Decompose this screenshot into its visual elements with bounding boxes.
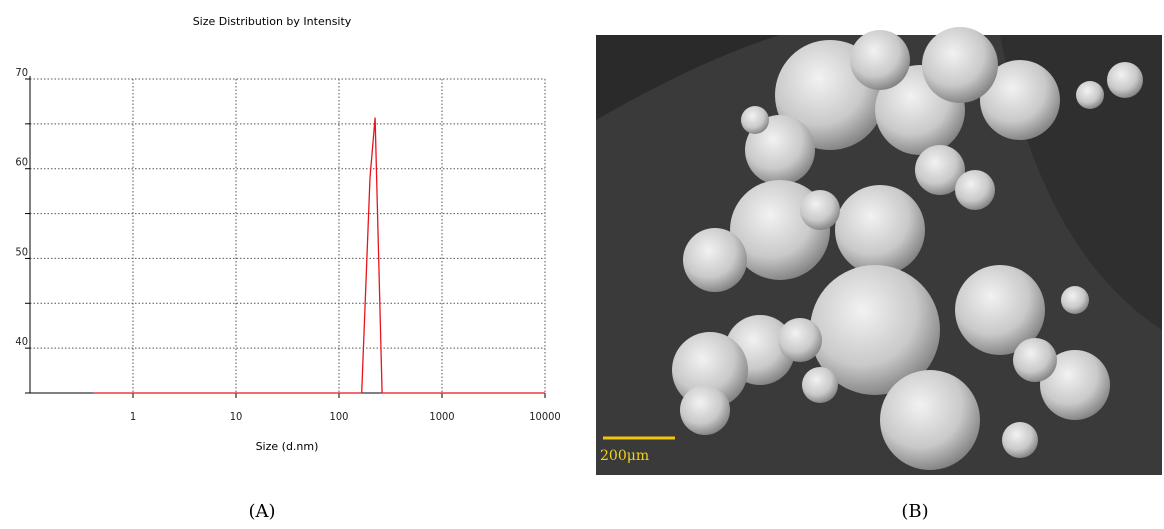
- data-line: [93, 118, 545, 393]
- y-tick-label: 70: [15, 66, 28, 79]
- x-tick-label: 10000: [529, 410, 560, 423]
- figure: Size Distribution by Intensity Size (d.n…: [0, 0, 1164, 525]
- x-tick-label: 10: [230, 410, 243, 423]
- panel-label: (B): [901, 501, 928, 522]
- y-tick-label: 60: [15, 156, 28, 169]
- y-tick-label: 50: [15, 245, 28, 258]
- sem-image: 200μm: [596, 27, 1162, 475]
- y-tick-label: 40: [15, 335, 28, 348]
- page: {"chart_data": {"type": "line", "title":…: [0, 0, 1164, 525]
- panel-label: (A): [248, 501, 275, 522]
- scale-bar-label: 200μm: [600, 448, 649, 464]
- x-tick-label: 100: [330, 410, 349, 423]
- chart: Size Distribution by Intensity Size (d.n…: [15, 15, 560, 453]
- chart-title: Size Distribution by Intensity: [193, 15, 352, 28]
- x-tick-label: 1000: [429, 410, 454, 423]
- x-axis-label: Size (d.nm): [256, 440, 319, 453]
- x-tick-label: 1: [130, 410, 136, 423]
